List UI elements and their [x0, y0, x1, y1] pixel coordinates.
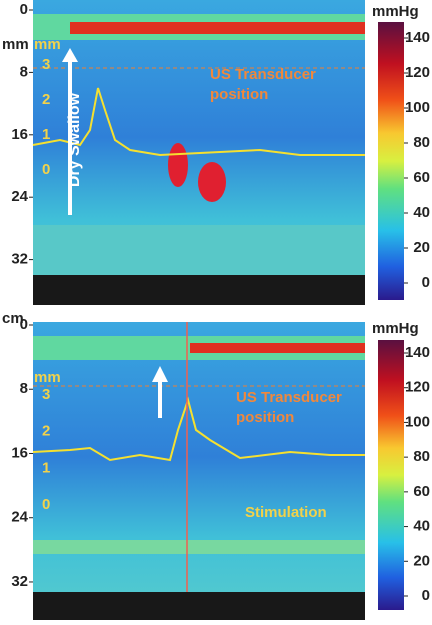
colorbar-tick-label: 80 — [413, 134, 430, 151]
depth-tick-label: 24 — [11, 509, 28, 526]
transducer-label: US Transducer — [210, 66, 316, 83]
colorbar-tick-label: 20 — [413, 552, 430, 569]
colorbar — [378, 340, 404, 610]
pressure-unit: mmHg — [372, 3, 419, 20]
colorbar-tick-label: 60 — [413, 169, 430, 186]
colorbar-tick-label: 120 — [405, 64, 430, 81]
colorbar-tick-label: 20 — [413, 239, 430, 256]
arrow-head — [152, 366, 168, 382]
diameter-tick-label: 0 — [42, 496, 50, 513]
diameter-tick-label: 1 — [42, 459, 50, 476]
transducer-label: position — [236, 409, 294, 426]
depth-unit: mm — [2, 36, 29, 53]
depth-tick-label: 16 — [11, 444, 28, 461]
heatmap-band — [70, 22, 365, 34]
diameter-trace — [32, 396, 365, 462]
diameter-tick-label: 0 — [42, 161, 50, 178]
depth-tick-label: 24 — [11, 188, 28, 205]
diameter-unit: mm — [34, 369, 61, 386]
depth-tick-label: 16 — [11, 126, 28, 143]
colorbar — [378, 22, 404, 300]
depth-tick-label: 0 — [20, 316, 28, 333]
diameter-unit: mm — [34, 36, 61, 53]
ultrasound-strip — [33, 592, 365, 620]
colorbar-tick-label: 100 — [405, 99, 430, 116]
colorbar-tick-label: 0 — [422, 274, 430, 291]
pressure-unit: mmHg — [372, 320, 419, 337]
colorbar-tick-label: 40 — [413, 204, 430, 221]
transducer-label: US Transducer — [236, 389, 342, 406]
colorbar-tick-label: 140 — [405, 29, 430, 46]
diameter-tick-label: 1 — [42, 126, 50, 143]
diameter-trace — [32, 87, 365, 157]
diameter-tick-label: 3 — [42, 56, 50, 73]
depth-tick-label: 0 — [20, 1, 28, 18]
colorbar-tick-label: 60 — [413, 483, 430, 500]
depth-unit: cm — [2, 310, 24, 327]
heatmap-band — [33, 225, 365, 275]
heatmap-blob — [168, 143, 188, 187]
diameter-tick-label: 2 — [42, 91, 50, 108]
stimulation-label: Stimulation — [245, 504, 327, 521]
heatmap-blob — [198, 162, 226, 202]
colorbar-tick-label: 0 — [422, 587, 430, 604]
diameter-tick-label: 3 — [42, 386, 50, 403]
transducer-label: position — [210, 86, 268, 103]
colorbar-tick-label: 40 — [413, 518, 430, 535]
heatmap-band — [33, 540, 365, 554]
colorbar-tick-label: 140 — [405, 344, 430, 361]
depth-tick-label: 32 — [11, 251, 28, 268]
diameter-tick-label: 2 — [42, 423, 50, 440]
depth-tick-label: 32 — [11, 573, 28, 590]
arrow-head — [62, 48, 78, 62]
swallow-label: Dry Swallow — [66, 92, 83, 187]
heatmap-band — [190, 343, 365, 353]
ultrasound-strip — [33, 275, 365, 305]
depth-tick-label: 8 — [20, 380, 28, 397]
colorbar-tick-label: 100 — [405, 413, 430, 430]
depth-tick-label: 8 — [20, 63, 28, 80]
colorbar-tick-label: 80 — [413, 448, 430, 465]
colorbar-tick-label: 120 — [405, 379, 430, 396]
